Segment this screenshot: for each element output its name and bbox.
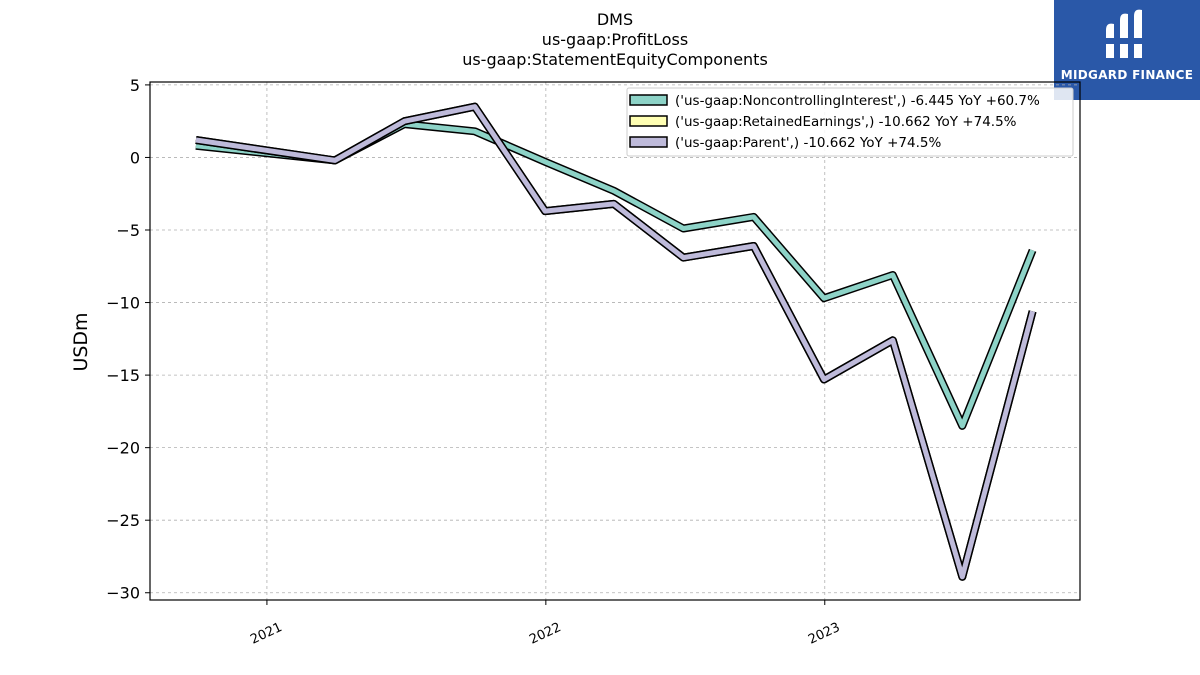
x-axis: 2021 2022 2023 — [248, 600, 842, 648]
grid-lines — [150, 82, 1080, 600]
series-3-outline — [195, 102, 1037, 581]
chart-title-line-2: us-gaap:ProfitLoss — [541, 30, 689, 49]
legend: ('us-gaap:NoncontrollingInterest',) -6.4… — [626, 87, 1074, 157]
y-axis: 5 0 −5 −10 −15 −20 −25 −30 — [106, 76, 150, 603]
legend-entry: ('us-gaap:NoncontrollingInterest',) -6.4… — [675, 93, 1040, 109]
series-3-stroke — [195, 104, 1036, 580]
y-tick-label: −5 — [116, 221, 140, 240]
logo-text: MIDGARD FINANCE — [1060, 68, 1194, 82]
x-tick-label: 2021 — [248, 620, 284, 648]
legend-entry: ('us-gaap:Parent',) -10.662 YoY +74.5% — [675, 135, 941, 151]
y-tick-label: −15 — [106, 366, 140, 385]
y-tick-label: 5 — [130, 76, 140, 95]
plot-frame — [149, 81, 1081, 601]
series-layer — [195, 102, 1037, 581]
y-tick-label: 0 — [130, 148, 140, 167]
legend-entry: ('us-gaap:RetainedEarnings',) -10.662 Yo… — [675, 114, 1017, 130]
y-axis-label: USDm — [70, 312, 92, 371]
x-tick-label: 2023 — [806, 620, 842, 648]
chart-title-line-3: us-gaap:StatementEquityComponents — [462, 50, 768, 69]
legend-swatch — [629, 136, 668, 148]
chart-title: DMS us-gaap:ProfitLoss us-gaap:Statement… — [150, 10, 1080, 70]
legend-box — [626, 87, 1074, 157]
series-2-stroke — [195, 104, 1036, 580]
series-2-outline — [195, 102, 1037, 581]
y-tick-label: −25 — [106, 511, 140, 530]
midgard-logo-icon — [1106, 9, 1142, 59]
series-3-line — [195, 102, 1037, 581]
legend-swatch — [629, 115, 668, 127]
legend-swatch — [629, 94, 668, 106]
y-tick-label: −30 — [106, 584, 140, 603]
y-tick-label: −10 — [106, 294, 140, 313]
x-tick-label: 2022 — [527, 620, 563, 648]
chart-title-line-1: DMS — [596, 10, 634, 29]
y-tick-label: −20 — [106, 439, 140, 458]
midgard-finance-logo: MIDGARD FINANCE — [1054, 0, 1200, 100]
series-2-line — [195, 102, 1037, 581]
